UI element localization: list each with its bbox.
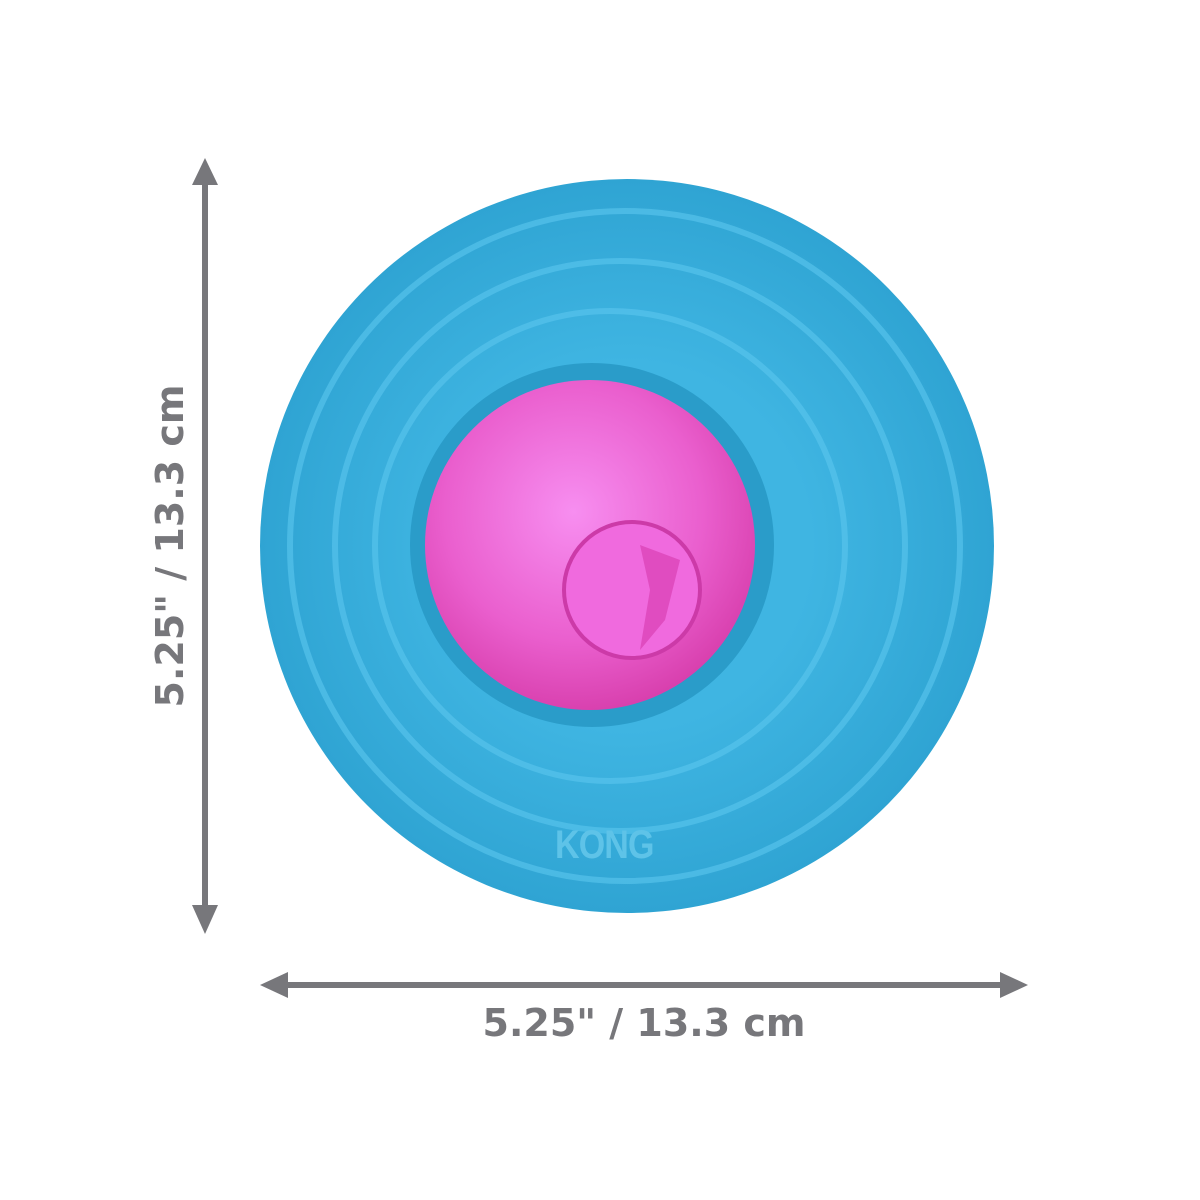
kong-logo: KONG xyxy=(555,823,654,867)
height-arrow xyxy=(192,158,218,934)
width-dimension-label: 5.25" / 13.3 cm xyxy=(482,1001,806,1045)
height-dimension-label: 5.25" / 13.3 cm xyxy=(148,384,192,708)
pink-center xyxy=(425,380,755,710)
width-arrow xyxy=(260,972,1028,998)
